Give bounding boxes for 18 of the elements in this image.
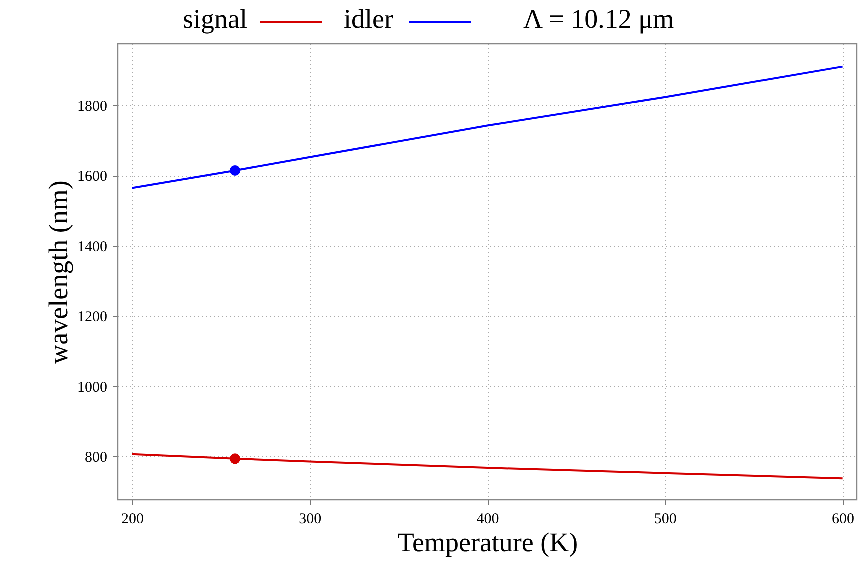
x-axis-title: Temperature (K) <box>398 528 578 558</box>
y-tick-label: 1800 <box>78 98 108 115</box>
line-series <box>131 453 844 480</box>
legend-label: signal <box>183 4 248 34</box>
y-tick-label: 1000 <box>78 380 108 396</box>
x-tick-label: 200 <box>121 512 144 528</box>
x-tick-label: 500 <box>654 512 677 528</box>
y-tick-label: 1600 <box>78 169 108 186</box>
x-tick-label: 600 <box>832 512 855 528</box>
x-tick-label: 400 <box>476 512 500 528</box>
text: Λ = 10.12 μm <box>524 4 674 34</box>
y-tick-label: 800 <box>85 450 108 466</box>
legend-label: idler <box>344 4 394 34</box>
y-axis-title: wavelength (nm) <box>44 180 74 364</box>
x-tick-label: 300 <box>299 512 322 528</box>
y-tick-label: 1400 <box>78 239 108 256</box>
y-tick-label: 1200 <box>78 310 108 326</box>
line-series <box>131 66 844 190</box>
